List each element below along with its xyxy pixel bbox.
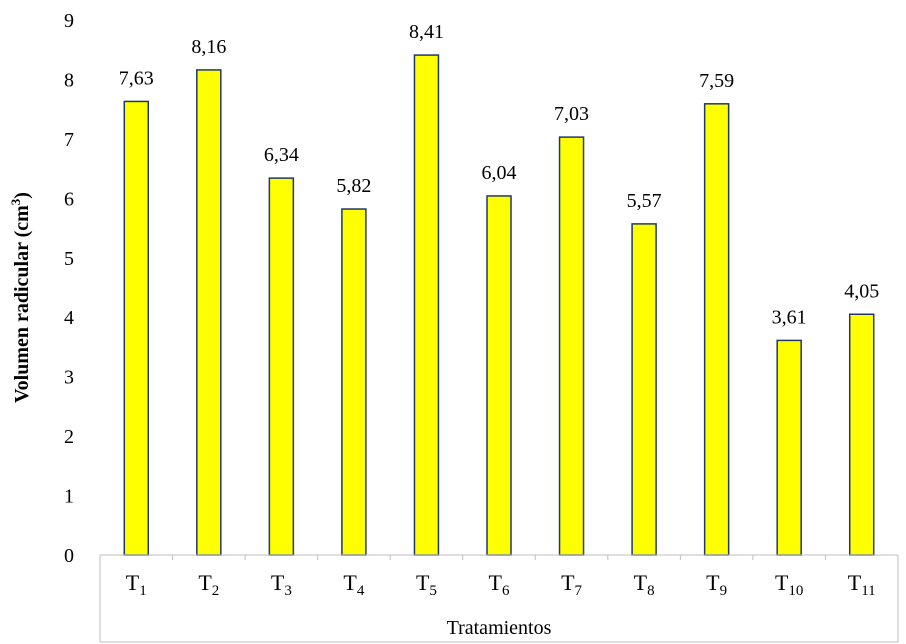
data-label: 7,59 <box>699 70 734 92</box>
y-tick-label: 7 <box>64 129 74 151</box>
y-axis-title: Volumen radicular (cm3) <box>8 192 33 403</box>
category-subscript: 8 <box>647 583 655 599</box>
x-category-label: T11 <box>848 570 876 599</box>
category-base: T <box>634 570 648 595</box>
category-base: T <box>489 570 503 595</box>
category-base: T <box>848 570 862 595</box>
x-category-label: T3 <box>271 570 292 599</box>
data-labels: 7,63 8,16 6,34 5,82 8,41 6,04 7,03 5,57 7,59 3,61… <box>119 21 879 328</box>
x-axis-categories: T1 T2 T3 T4 T5 T6 T7 T8 T9 T10 T11 <box>126 570 876 599</box>
data-label: 7,63 <box>119 67 154 89</box>
category-subscript: 7 <box>575 583 583 599</box>
category-subscript: 6 <box>502 583 510 599</box>
x-category-label: T4 <box>343 570 364 599</box>
x-category-label: T10 <box>775 570 803 599</box>
category-subscript: 2 <box>212 583 220 599</box>
category-base: T <box>126 570 140 595</box>
y-tick-label: 3 <box>64 367 74 389</box>
data-label: 5,82 <box>336 175 371 197</box>
data-label: 4,05 <box>844 280 879 302</box>
bar <box>196 69 222 556</box>
x-category-label: T8 <box>634 570 655 599</box>
category-subscript: 10 <box>788 583 803 599</box>
category-base: T <box>775 570 789 595</box>
category-base: T <box>271 570 285 595</box>
data-label: 5,57 <box>627 190 662 212</box>
category-subscript: 3 <box>284 583 292 599</box>
bar <box>776 339 802 556</box>
data-label: 8,16 <box>191 36 226 58</box>
category-subscript: 1 <box>139 583 147 599</box>
bar-series <box>123 54 875 556</box>
x-category-label: T9 <box>706 570 727 599</box>
y-tick-label: 8 <box>64 69 74 91</box>
bar <box>123 100 150 556</box>
category-base: T <box>706 570 720 595</box>
x-category-label: T7 <box>561 570 582 599</box>
bar <box>703 103 730 556</box>
x-category-label: T2 <box>198 570 219 599</box>
category-subscript: 5 <box>429 583 437 599</box>
category-base: T <box>343 570 357 595</box>
data-label: 3,61 <box>772 306 807 328</box>
category-base: T <box>561 570 575 595</box>
data-label: 6,04 <box>482 162 517 184</box>
category-subscript: 11 <box>861 583 875 599</box>
bar <box>631 223 657 556</box>
category-subscript: 4 <box>357 583 365 599</box>
data-label: 8,41 <box>409 21 444 43</box>
y-tick-label: 2 <box>64 426 74 448</box>
x-category-label: T1 <box>126 570 147 599</box>
bar <box>558 136 585 556</box>
x-category-label: T6 <box>489 570 510 599</box>
x-axis <box>99 554 899 643</box>
y-axis-ticks: 0 1 2 3 4 5 6 7 8 9 <box>64 10 74 567</box>
y-title-text: Volumen radicular (cm <box>11 205 33 403</box>
bar <box>413 54 440 556</box>
y-tick-label: 9 <box>64 10 74 32</box>
bar <box>268 177 295 556</box>
y-tick-label: 5 <box>64 248 74 270</box>
y-title-superscript: 3 <box>8 198 23 205</box>
y-tick-label: 4 <box>64 307 74 329</box>
category-base: T <box>416 570 430 595</box>
x-axis-title: Tratamientos <box>447 617 552 639</box>
data-label: 6,34 <box>264 144 299 166</box>
category-subscript: 9 <box>720 583 728 599</box>
bar <box>486 195 512 556</box>
y-tick-label: 0 <box>64 545 74 567</box>
bar <box>341 208 367 556</box>
data-label: 7,03 <box>554 103 589 125</box>
y-tick-label: 6 <box>64 188 74 210</box>
category-base: T <box>198 570 212 595</box>
y-tick-label: 1 <box>64 486 74 508</box>
y-title-close: ) <box>11 192 33 199</box>
x-category-label: T5 <box>416 570 437 599</box>
bar <box>848 313 875 556</box>
